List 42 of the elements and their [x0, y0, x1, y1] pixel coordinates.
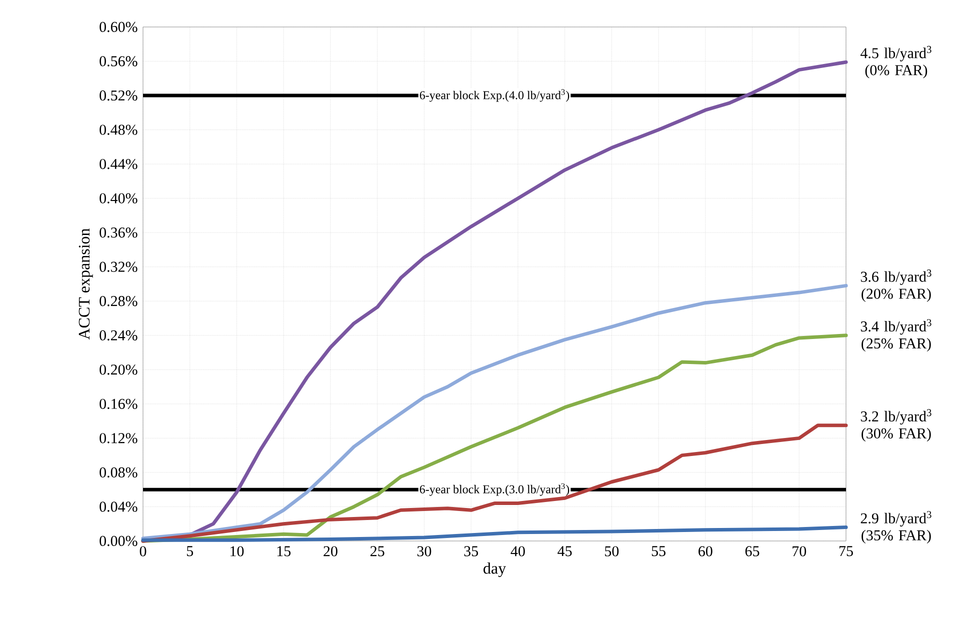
x-tick-label: 30	[417, 546, 432, 556]
y-tick-label: 0.28%	[100, 296, 138, 306]
ref-line-label: 6-year block Exp.(4.0 lb/yard$^{3}$)	[420, 89, 570, 102]
series-label: 3.6 lb/yard$^{3}$ (20% FAR)	[860, 270, 932, 302]
y-tick-label: 0.40%	[100, 193, 138, 204]
y-tick-label: 0.60%	[100, 22, 138, 32]
series-label: 2.9 lb/yard$^{3}$ (35% FAR)	[860, 511, 932, 544]
y-tick-label: 0.52%	[100, 90, 138, 101]
ref-line-label: 6-year block Exp.(3.0 lb/yard$^{3}$)	[420, 483, 570, 496]
x-axis-title: day	[484, 562, 506, 578]
y-tick-label: 0.20%	[100, 364, 138, 375]
y-tick-label: 0.08%	[100, 467, 138, 478]
y-tick-label: 0.56%	[100, 56, 138, 66]
series-label: 3.4 lb/yard$^{3}$ (25% FAR)	[860, 319, 932, 352]
x-tick-label: 25	[370, 546, 384, 556]
y-tick-label: 0.24%	[100, 330, 138, 340]
x-tick-label: 45	[558, 546, 572, 556]
series-label: 4.5 lb/yard$^{3}$ (0% FAR)	[860, 46, 932, 78]
x-tick-label: 60	[698, 546, 712, 556]
x-tick-label: 5	[187, 546, 194, 556]
x-tick-label: 55	[652, 546, 666, 556]
x-tick-label: 40	[510, 546, 525, 556]
x-tick-label: 15	[277, 546, 291, 556]
x-tick-label: 50	[605, 546, 619, 556]
x-tick-label: 20	[324, 546, 338, 556]
y-tick-label: 0.36%	[100, 227, 138, 238]
y-tick-label: 0.16%	[100, 398, 138, 410]
x-tick-label: 10	[230, 546, 244, 556]
x-tick-label: 65	[745, 546, 760, 556]
y-tick-label: 0.48%	[100, 124, 138, 135]
y-tick-label: 0.44%	[100, 158, 138, 170]
y-tick-label: 0.00%	[100, 536, 138, 546]
series-label: 3.2 lb/yard$^{3}$ (30% FAR)	[860, 409, 932, 442]
y-tick-label: 0.04%	[100, 502, 138, 512]
x-tick-label: 35	[464, 546, 478, 556]
x-tick-label: 70	[792, 546, 806, 556]
y-tick-label: 0.32%	[100, 262, 138, 272]
x-tick-label: 75	[839, 546, 853, 556]
y-tick-label: 0.12%	[100, 433, 138, 444]
line-series	[141, 526, 848, 542]
y-axis-title: ACCT expansion	[78, 228, 93, 340]
x-tick-label: 0	[140, 546, 146, 556]
